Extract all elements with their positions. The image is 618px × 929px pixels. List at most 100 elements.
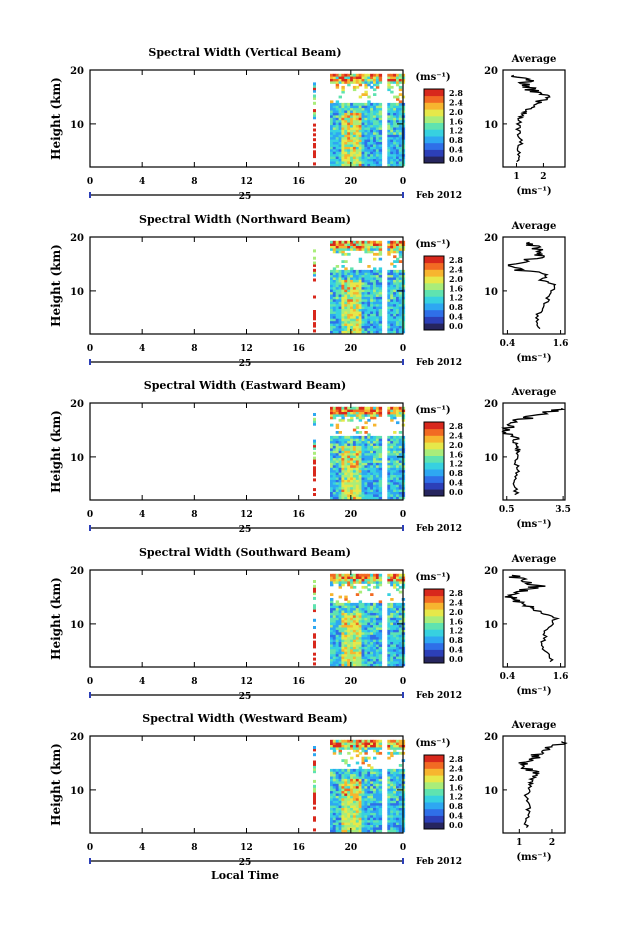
heatmap-cell (387, 119, 391, 123)
heatmap-cell (313, 456, 316, 460)
heatmap-cell (364, 576, 368, 579)
heatmap-cell (370, 445, 374, 449)
heatmap-cell (375, 313, 380, 317)
heatmap-cell (361, 248, 365, 251)
heatmap-cell (330, 272, 334, 276)
heatmap-cell (396, 827, 400, 830)
heatmap-cell (341, 605, 345, 609)
heatmap-cell (367, 827, 371, 830)
heatmap-cell (398, 829, 403, 833)
heatmap-cell (330, 243, 334, 246)
heatmap-cell (398, 112, 403, 116)
heatmap-cell (341, 289, 345, 293)
heatmap-cell (335, 325, 340, 329)
x-tick-label: 0 (87, 344, 93, 354)
heatmap-cell (347, 460, 351, 463)
heatmap-cell (361, 793, 365, 796)
heatmap-cell (373, 749, 377, 753)
heatmap-cell (338, 139, 342, 142)
heatmap-cell (344, 161, 348, 164)
heatmap-cell (378, 486, 383, 490)
heatmap-cell (347, 771, 351, 775)
heatmap-cell (373, 829, 377, 833)
heatmap-cell (396, 112, 400, 116)
heatmap-cell (361, 124, 365, 128)
heatmap-cell (378, 819, 383, 823)
heatmap-cell (367, 472, 371, 475)
heatmap-cell (341, 416, 345, 420)
heatmap-cell (364, 274, 368, 278)
heatmap-cell (344, 119, 348, 123)
heatmap-cell (373, 83, 377, 87)
heatmap-cell (370, 156, 374, 159)
heatmap-cell (375, 751, 380, 755)
heatmap-cell (393, 416, 397, 420)
heatmap-cell (364, 136, 368, 140)
heatmap-cell (390, 793, 394, 796)
heatmap-cell (352, 122, 357, 126)
heatmap-cell (344, 308, 348, 312)
heatmap-cell (344, 243, 348, 246)
heatmap-cell (332, 465, 337, 468)
heatmap-cell (332, 146, 337, 150)
heatmap-cell (375, 581, 380, 584)
heatmap-cell (330, 829, 334, 833)
heatmap-cell (358, 141, 363, 145)
heatmap-cell (335, 423, 340, 427)
heatmap-cell (330, 158, 334, 162)
heatmap-cell (390, 148, 394, 152)
heatmap-cell (330, 639, 334, 642)
heatmap-cell (387, 739, 391, 743)
heatmap-cell (344, 274, 348, 278)
x-tick-label: 8 (191, 843, 197, 853)
heatmap-cell (358, 102, 363, 106)
colorbar-tick-label: 0.0 (449, 487, 463, 497)
heatmap-cell (341, 795, 345, 799)
heatmap-cell (378, 615, 383, 618)
heatmap-cell (393, 129, 397, 133)
heatmap-cell (375, 435, 380, 439)
heatmap-cell (378, 122, 383, 126)
heatmap-cell (370, 798, 374, 801)
heatmap-cell (358, 299, 363, 302)
heatmap-cell (335, 819, 340, 823)
heatmap-cell (347, 418, 351, 422)
heatmap-cell (332, 663, 337, 667)
heatmap-cell (335, 632, 340, 635)
colorbar-swatch (424, 622, 444, 630)
heatmap-cell (378, 274, 383, 278)
heatmap-cell (398, 240, 403, 244)
heatmap-cell (350, 296, 354, 300)
heatmap-cell (361, 661, 365, 664)
heatmap-cell (361, 76, 365, 79)
colorbar-swatch (424, 589, 444, 597)
heatmap-cell (367, 615, 371, 618)
colorbar-swatch (424, 595, 444, 603)
heatmap-cell (358, 129, 363, 133)
heatmap-cell (367, 107, 371, 111)
heatmap-cell (313, 635, 316, 639)
heatmap-cell (373, 661, 377, 664)
heatmap-cell (390, 269, 394, 273)
heatmap-cell (387, 491, 391, 495)
heatmap-cell (352, 651, 357, 655)
heatmap-cell (396, 819, 400, 823)
heatmap-cell (358, 448, 363, 451)
heatmap-cell (398, 284, 403, 288)
heatmap-cell (352, 810, 357, 813)
colorbar-swatch (424, 448, 444, 456)
heatmap-cell (387, 156, 391, 159)
heatmap-cell (330, 100, 334, 104)
heatmap-cell (341, 73, 345, 77)
heatmap-cell (387, 773, 391, 777)
heatmap-cell (352, 115, 357, 118)
heatmap-cell (338, 110, 342, 113)
heatmap-cell (341, 438, 345, 442)
heatmap-cell (398, 132, 403, 135)
heatmap-cell (355, 279, 360, 283)
heatmap-cell (387, 308, 391, 312)
heatmap-cell (390, 330, 394, 334)
heatmap-cell (364, 481, 368, 485)
heatmap-cell (330, 744, 334, 748)
heatmap-cell (352, 773, 357, 777)
